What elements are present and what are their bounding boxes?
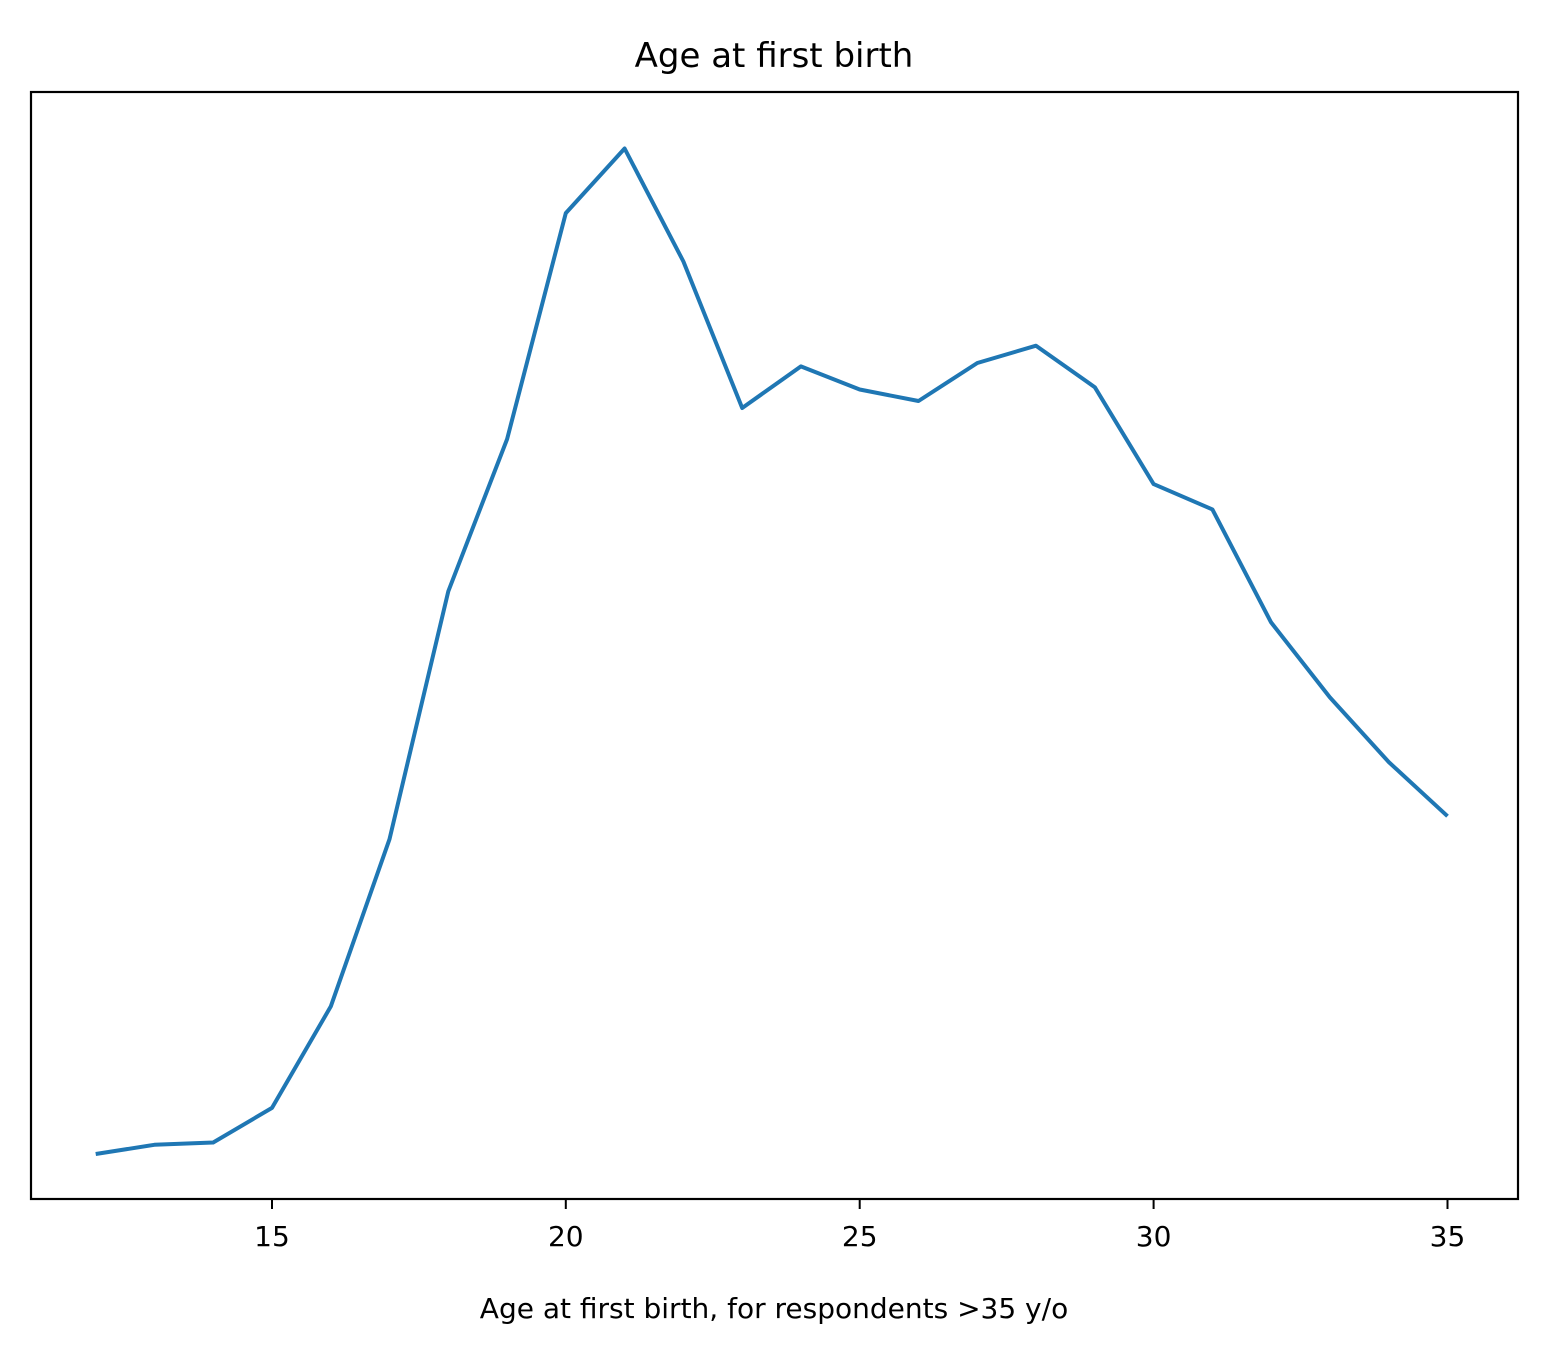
plot-background (31, 92, 1518, 1199)
x-tick-label-4: 35 (1430, 1220, 1466, 1253)
x-axis-label: Age at first birth, for respondents >35 … (480, 1292, 1068, 1325)
series-layer (95, 146, 1449, 1156)
x-axis-ticks: 15 20 25 30 35 (254, 1199, 1465, 1253)
x-tick-label-1: 20 (548, 1220, 584, 1253)
chart-title: Age at first birth (635, 36, 914, 76)
plot-frame (29, 90, 1520, 1201)
x-tick-label-3: 30 (1136, 1220, 1172, 1253)
x-tick-label-0: 15 (254, 1220, 290, 1253)
series-line-0 (95, 146, 1449, 1156)
x-tick-label-2: 25 (842, 1220, 878, 1253)
